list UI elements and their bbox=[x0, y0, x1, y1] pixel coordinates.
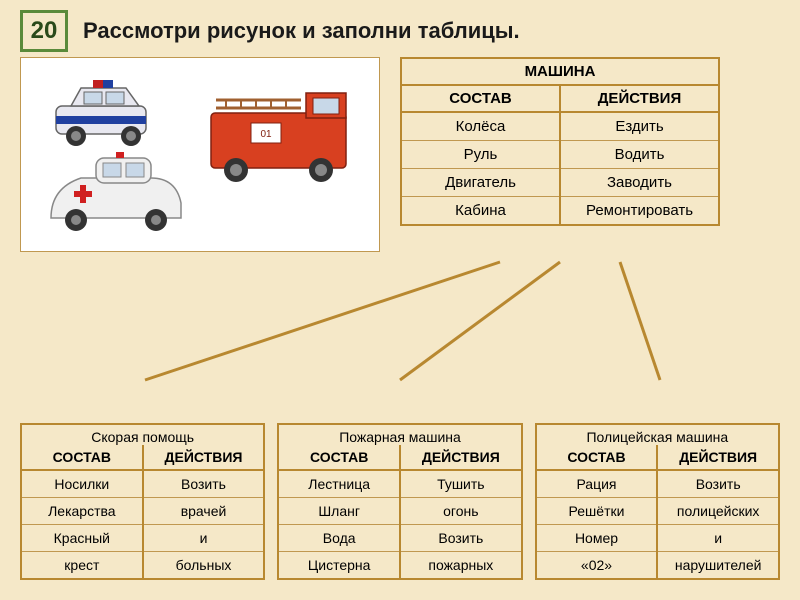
main-cell: Ездить bbox=[561, 113, 718, 141]
main-col2-header: ДЕЙСТВИЯ bbox=[561, 86, 718, 111]
col1-header: СОСТАВ bbox=[22, 445, 144, 469]
svg-text:01: 01 bbox=[260, 129, 272, 140]
col2-header: ДЕЙСТВИЯ bbox=[401, 445, 521, 469]
table-caption: Скорая помощь bbox=[22, 425, 263, 445]
cell: больных bbox=[144, 552, 264, 578]
cell: Лестница bbox=[279, 471, 399, 498]
main-table-caption: МАШИНА bbox=[402, 59, 718, 86]
col1-header: СОСТАВ bbox=[279, 445, 401, 469]
col1-header: СОСТАВ bbox=[537, 445, 659, 469]
child-table-fire: Пожарная машина СОСТАВ ДЕЙСТВИЯ Лестница… bbox=[277, 423, 522, 580]
main-cell: Кабина bbox=[402, 197, 559, 224]
cell: Красный bbox=[22, 525, 142, 552]
main-cell: Заводить bbox=[561, 169, 718, 197]
main-cell: Руль bbox=[402, 141, 559, 169]
connector-line-2 bbox=[620, 262, 660, 380]
cell: Тушить bbox=[401, 471, 521, 498]
col2-header: ДЕЙСТВИЯ bbox=[658, 445, 778, 469]
upper-section: 01 МАШИНА bbox=[0, 57, 800, 252]
cell: и bbox=[144, 525, 264, 552]
cell: и bbox=[658, 525, 778, 552]
header: 20 Рассмотри рисунок и заполни таблицы. bbox=[0, 0, 800, 57]
cell: Возить bbox=[144, 471, 264, 498]
bottom-tables: Скорая помощь СОСТАВ ДЕЙСТВИЯ Носилки Ле… bbox=[20, 423, 780, 580]
page-title: Рассмотри рисунок и заполни таблицы. bbox=[83, 18, 520, 44]
cell: врачей bbox=[144, 498, 264, 525]
cell: Шланг bbox=[279, 498, 399, 525]
cell: Возить bbox=[401, 525, 521, 552]
cell: пожарных bbox=[401, 552, 521, 578]
cell: крест bbox=[22, 552, 142, 578]
ambulance-icon bbox=[51, 152, 181, 231]
table-caption: Полицейская машина bbox=[537, 425, 778, 445]
vehicles-illustration: 01 bbox=[20, 57, 380, 252]
cell: нарушителей bbox=[658, 552, 778, 578]
cell: Рация bbox=[537, 471, 657, 498]
cell: полицейских bbox=[658, 498, 778, 525]
cell: Номер bbox=[537, 525, 657, 552]
main-cell: Двигатель bbox=[402, 169, 559, 197]
connector-line-0 bbox=[145, 262, 500, 380]
main-col1: Колёса Руль Двигатель Кабина bbox=[402, 113, 561, 224]
cell: Вода bbox=[279, 525, 399, 552]
page-number-box: 20 bbox=[20, 10, 68, 52]
police-car-icon bbox=[56, 80, 146, 146]
cell: «02» bbox=[537, 552, 657, 578]
cell: Носилки bbox=[22, 471, 142, 498]
child-table-ambulance: Скорая помощь СОСТАВ ДЕЙСТВИЯ Носилки Ле… bbox=[20, 423, 265, 580]
cell: Решётки bbox=[537, 498, 657, 525]
child-table-police: Полицейская машина СОСТАВ ДЕЙСТВИЯ Рация… bbox=[535, 423, 780, 580]
cell: Возить bbox=[658, 471, 778, 498]
fire-truck-icon: 01 bbox=[211, 93, 346, 182]
cell: огонь bbox=[401, 498, 521, 525]
main-col1-header: СОСТАВ bbox=[402, 86, 561, 111]
connector-line-1 bbox=[400, 262, 560, 380]
main-table: МАШИНА СОСТАВ ДЕЙСТВИЯ Колёса Руль Двига… bbox=[400, 57, 720, 226]
cell: Лекарства bbox=[22, 498, 142, 525]
main-col2: Ездить Водить Заводить Ремонтировать bbox=[561, 113, 718, 224]
col2-header: ДЕЙСТВИЯ bbox=[144, 445, 264, 469]
table-caption: Пожарная машина bbox=[279, 425, 520, 445]
main-cell: Ремонтировать bbox=[561, 197, 718, 224]
main-cell: Водить bbox=[561, 141, 718, 169]
cell: Цистерна bbox=[279, 552, 399, 578]
main-cell: Колёса bbox=[402, 113, 559, 141]
